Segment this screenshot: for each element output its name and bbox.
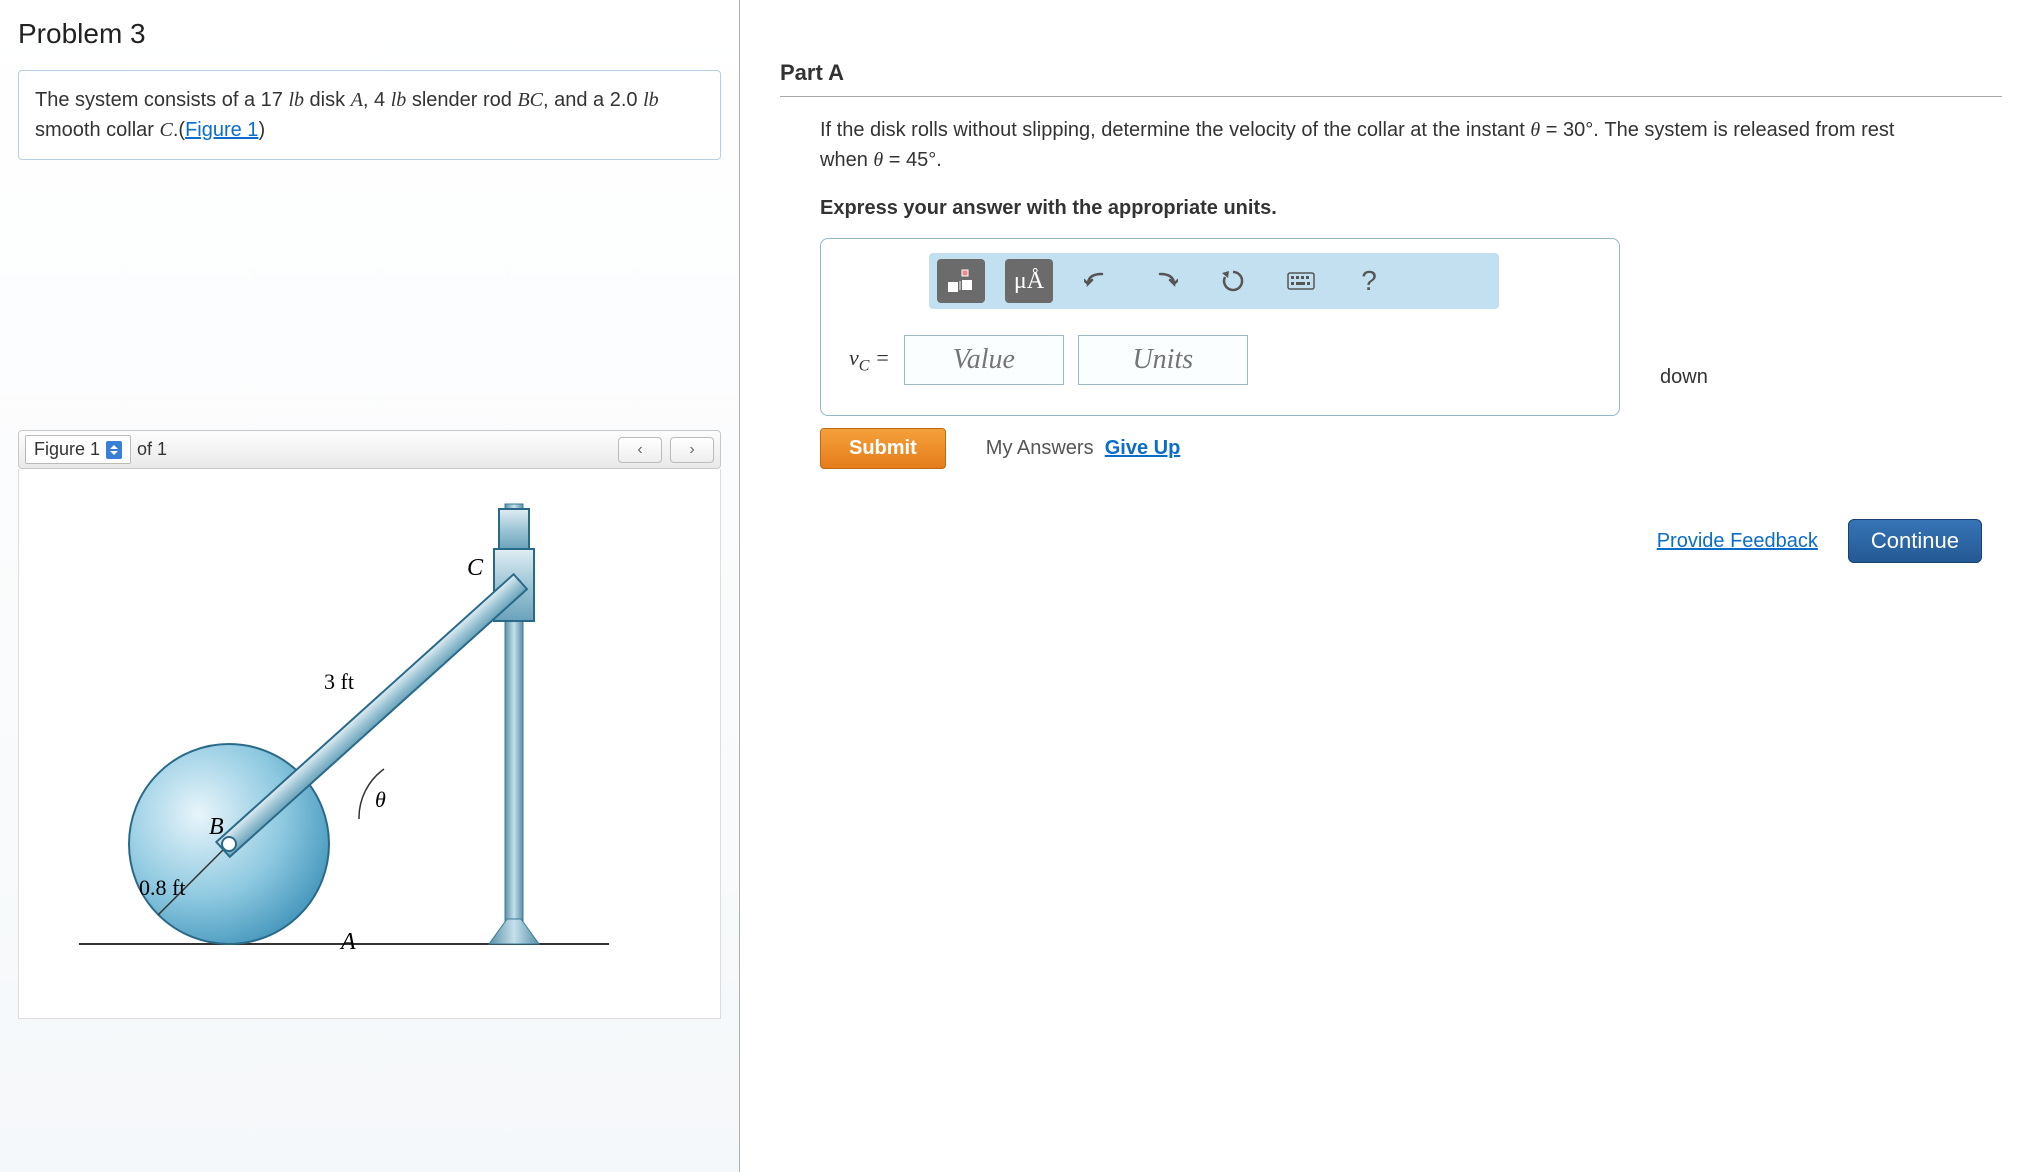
text-math: C (160, 119, 173, 141)
figure-select[interactable]: Figure 1 (25, 435, 131, 464)
figure-link[interactable]: Figure 1 (185, 119, 258, 141)
part-a-text: If the disk rolls without slipping, dete… (780, 97, 1930, 179)
text-math: A (351, 89, 363, 111)
units-button[interactable]: μÅ (1005, 259, 1053, 303)
text: slender rod (406, 89, 517, 111)
text: ) (258, 119, 265, 141)
bottom-row: Provide Feedback Continue (780, 519, 2002, 563)
text: The system consists of a 17 (35, 89, 288, 111)
direction-label: down (1660, 366, 1708, 389)
text: , 4 (363, 89, 391, 111)
instruction-text: Express your answer with the appropriate… (780, 179, 2002, 238)
help-button[interactable]: ? (1345, 259, 1393, 303)
right-panel: Part A If the disk rolls without slippin… (740, 0, 2042, 1172)
figure-prev-button[interactable]: ‹ (618, 437, 662, 463)
part-a-header: Part A (780, 40, 2002, 97)
text-math: lb (391, 89, 407, 111)
svg-text:A: A (339, 929, 356, 955)
text-math: lb (288, 89, 304, 111)
problem-statement: The system consists of a 17 lb disk A, 4… (18, 70, 721, 160)
figure-count: of 1 (137, 439, 167, 460)
value-input[interactable] (904, 335, 1064, 385)
give-up-link[interactable]: Give Up (1105, 437, 1181, 459)
text-math: lb (643, 89, 659, 111)
variable-label: vC = (849, 345, 890, 375)
undo-button[interactable] (1073, 259, 1121, 303)
figure-bar: Figure 1 of 1 ‹ › (18, 430, 721, 469)
text: , and a 2.0 (543, 89, 643, 111)
units-input[interactable] (1078, 335, 1248, 385)
svg-text:3 ft: 3 ft (324, 669, 354, 694)
text: disk (304, 89, 351, 111)
figure-select-label: Figure 1 (34, 439, 100, 460)
answer-links: My Answers Give Up (986, 437, 1181, 460)
spinner-icon (106, 441, 122, 459)
svg-text:C: C (467, 555, 484, 581)
input-row: vC = (839, 335, 1601, 385)
keyboard-button[interactable] (1277, 259, 1325, 303)
figure-next-button[interactable]: › (670, 437, 714, 463)
figure-svg: 0.8 ft B A C 3 ft θ (69, 489, 629, 999)
problem-title: Problem 3 (18, 18, 721, 50)
continue-button[interactable]: Continue (1848, 519, 1982, 563)
left-panel: Problem 3 The system consists of a 17 lb… (0, 0, 740, 1172)
svg-text:0.8 ft: 0.8 ft (139, 875, 185, 900)
figure-selector: Figure 1 of 1 (25, 435, 167, 464)
template-button[interactable] (937, 259, 985, 303)
submit-button[interactable]: Submit (820, 428, 946, 469)
answer-box: μÅ ? vC = (820, 238, 1620, 416)
my-answers-label: My Answers (986, 437, 1094, 459)
reset-button[interactable] (1209, 259, 1257, 303)
answer-toolbar: μÅ ? (929, 253, 1499, 309)
svg-text:θ: θ (375, 787, 386, 812)
text: smooth collar (35, 119, 160, 141)
text-math: BC (517, 89, 543, 111)
redo-button[interactable] (1141, 259, 1189, 303)
action-row: Submit My Answers Give Up (820, 428, 2002, 469)
text: .( (173, 119, 185, 141)
figure-area: 0.8 ft B A C 3 ft θ (18, 469, 721, 1019)
provide-feedback-link[interactable]: Provide Feedback (1657, 530, 1818, 553)
